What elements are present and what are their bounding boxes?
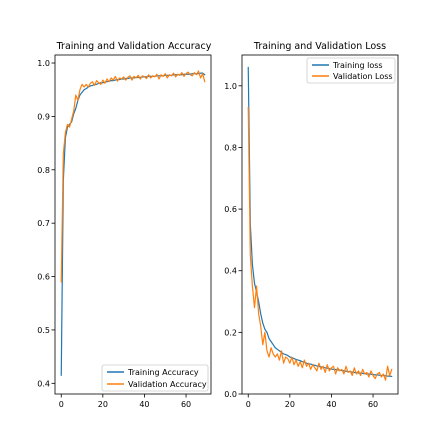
loss-y-tick-label: 0.6 (224, 205, 237, 214)
legend-label-validation-loss: Validation Loss (333, 72, 393, 81)
loss-panel: Training and Validation Loss 0 20 40 600.00… (224, 41, 399, 409)
loss-y-tick-label: 0.2 (224, 328, 237, 337)
legend-label-validation-accuracy: Validation Accuracy (128, 380, 207, 389)
loss-x-tick-label: 0 (246, 400, 251, 409)
accuracy-y-tick-label: 0.9 (37, 112, 50, 121)
accuracy-x-tick-label: 40 (139, 400, 149, 409)
accuracy-marks: 0 20 40 60 0.4 0.5 0.6 0.7 0.8 0.9 1.0 (37, 59, 206, 409)
accuracy-y-tick-label: 0.6 (37, 273, 50, 282)
legend-label-training-loss: Training loss (332, 61, 383, 70)
loss-x-tick-label: 20 (285, 400, 295, 409)
accuracy-plot-frame (54, 54, 212, 395)
accuracy-y-tick-label: 0.8 (37, 166, 50, 175)
loss-marks: 0 20 40 60 0.0 0.2 0.4 0.6 0.8 1.0 (224, 66, 393, 409)
loss-chart-title: Training and Validation Loss (253, 41, 386, 52)
legend-label-training-accuracy: Training Accuracy (127, 368, 199, 377)
loss-legend-box (306, 57, 396, 84)
loss-y-tick-label: 0.8 (224, 143, 237, 152)
accuracy-legend-box (101, 364, 209, 392)
accuracy-x-tick-label: 0 (59, 400, 64, 409)
loss-x-tick-label: 40 (326, 400, 336, 409)
accuracy-panel: Training and Validation Accuracy 0 20 40 60… (37, 41, 211, 409)
loss-y-tick-label: 0.4 (224, 267, 237, 276)
series-line-validation-accuracy (60, 70, 206, 283)
accuracy-legend: Training Accuracy Validation Accuracy (101, 364, 209, 392)
loss-plot-frame (241, 54, 399, 395)
accuracy-chart-title: Training and Validation Accuracy (56, 41, 212, 52)
loss-x-tick-label: 60 (368, 400, 378, 409)
loss-y-tick-label: 0.0 (224, 390, 237, 399)
accuracy-y-tick-label: 1.0 (37, 59, 50, 68)
accuracy-y-tick-label: 0.5 (37, 326, 50, 335)
accuracy-x-tick-label: 60 (181, 400, 191, 409)
loss-y-tick-label: 1.0 (224, 82, 237, 91)
series-line-validation-loss (247, 106, 393, 381)
accuracy-y-tick-label: 0.7 (37, 219, 50, 228)
accuracy-x-tick-label: 20 (98, 400, 108, 409)
accuracy-y-tick-label: 0.4 (37, 379, 50, 388)
loss-legend: Training loss Validation Loss (306, 57, 396, 84)
